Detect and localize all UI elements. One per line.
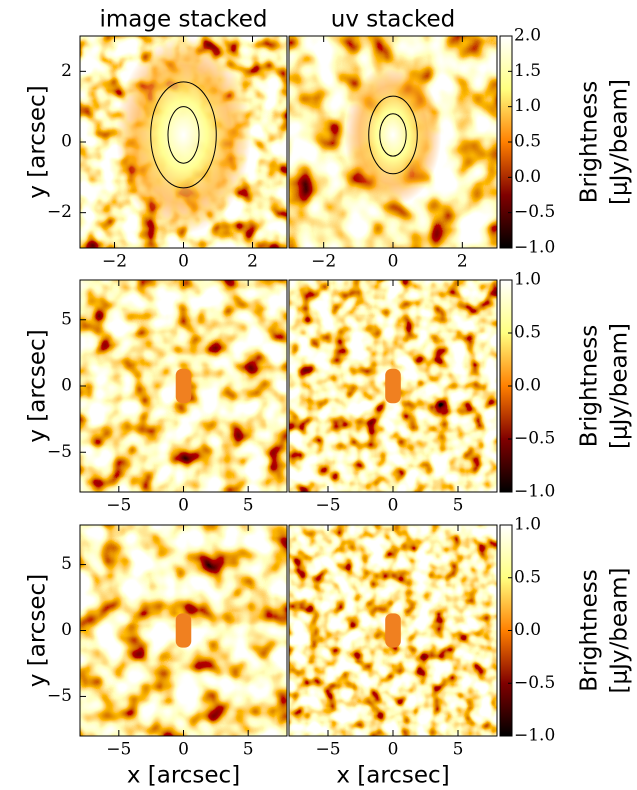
panel-title: uv stacked xyxy=(331,7,456,33)
x-tick-label: 0 xyxy=(388,740,399,760)
y-tick-label: −5 xyxy=(47,686,72,706)
x-tick-label: −5 xyxy=(106,496,131,516)
y-axis-label: y [arcsec] xyxy=(25,574,51,687)
contour xyxy=(379,113,407,157)
masked-source xyxy=(385,613,401,648)
x-tick-label: 0 xyxy=(178,740,189,760)
colorbar-tick-label: 0.0 xyxy=(514,167,541,187)
contour xyxy=(150,81,217,189)
y-tick-label: 0 xyxy=(61,376,72,396)
colorbar-tick-label: −0.5 xyxy=(514,429,555,449)
contour xyxy=(368,95,418,175)
colorbar-tick-label: 1.5 xyxy=(514,61,541,81)
x-tick-label: −2 xyxy=(102,252,127,272)
y-tick-label: 0 xyxy=(61,620,72,640)
y-axis-label: y [arcsec] xyxy=(25,329,51,442)
heatmap xyxy=(80,280,287,492)
x-tick-label: −5 xyxy=(106,740,131,760)
y-axis-label: y [arcsec] xyxy=(25,85,51,198)
colorbar-tick-label: −1.0 xyxy=(514,238,555,258)
x-tick-label: −5 xyxy=(315,496,340,516)
x-tick-label: 5 xyxy=(453,740,464,760)
y-tick-label: 5 xyxy=(61,309,72,329)
colorbar-tick-label: −1.0 xyxy=(514,726,555,746)
colorbar-label: [μJy/beam] xyxy=(607,323,633,449)
masked-source xyxy=(385,368,401,404)
y-tick-label: 2 xyxy=(61,61,72,81)
colorbar-tick-label: 1.0 xyxy=(514,96,541,116)
colorbar-label: [μJy/beam] xyxy=(607,79,633,205)
colorbar-tick-label: −0.5 xyxy=(514,202,555,222)
colorbar-tick-label: 1.0 xyxy=(514,270,541,290)
colorbar-label: Brightness xyxy=(577,81,603,204)
y-tick-label: −5 xyxy=(47,442,72,462)
colorbar-label: Brightness xyxy=(577,569,603,692)
colorbar-tick-label: −1.0 xyxy=(514,482,555,502)
y-tick-label: 5 xyxy=(61,554,72,574)
x-tick-label: 5 xyxy=(243,740,254,760)
colorbar-tick-label: 0.5 xyxy=(514,323,541,343)
heatmap xyxy=(289,525,497,736)
x-tick-label: 2 xyxy=(247,252,258,272)
x-tick-label: 5 xyxy=(453,496,464,516)
contour xyxy=(167,106,200,164)
colorbar-label: [μJy/beam] xyxy=(607,568,633,694)
x-tick-label: −5 xyxy=(315,740,340,760)
colorbar-tick-label: 0.5 xyxy=(514,567,541,587)
colorbar-tick-label: 1.0 xyxy=(514,515,541,535)
colorbar-tick-label: 2.0 xyxy=(514,26,541,46)
x-tick-label: 5 xyxy=(243,496,254,516)
source-blob xyxy=(344,64,442,206)
y-tick-label: 0 xyxy=(61,132,72,152)
masked-source xyxy=(175,368,192,404)
x-tick-label: 0 xyxy=(388,496,399,516)
panel-title: image stacked xyxy=(100,7,268,33)
heatmap xyxy=(80,36,287,248)
colorbar-tick-label: 0.5 xyxy=(514,132,541,152)
x-tick-label: −2 xyxy=(311,252,336,272)
source-blob xyxy=(115,36,252,234)
masked-source xyxy=(175,613,192,648)
colorbar-tick-label: 0.0 xyxy=(514,376,541,396)
x-tick-label: 2 xyxy=(457,252,468,272)
x-tick-label: 0 xyxy=(178,252,189,272)
x-tick-label: 0 xyxy=(178,496,189,516)
heatmap xyxy=(80,525,287,736)
colorbar-tick-label: 0.0 xyxy=(514,620,541,640)
heatmap xyxy=(289,280,497,492)
x-axis-label: x [arcsec] xyxy=(127,763,240,789)
y-tick-label: −2 xyxy=(47,202,72,222)
x-axis-label: x [arcsec] xyxy=(336,763,449,789)
x-tick-label: 0 xyxy=(388,252,399,272)
heatmap xyxy=(289,36,497,248)
colorbar-tick-label: −0.5 xyxy=(514,673,555,693)
colorbar-label: Brightness xyxy=(577,325,603,448)
